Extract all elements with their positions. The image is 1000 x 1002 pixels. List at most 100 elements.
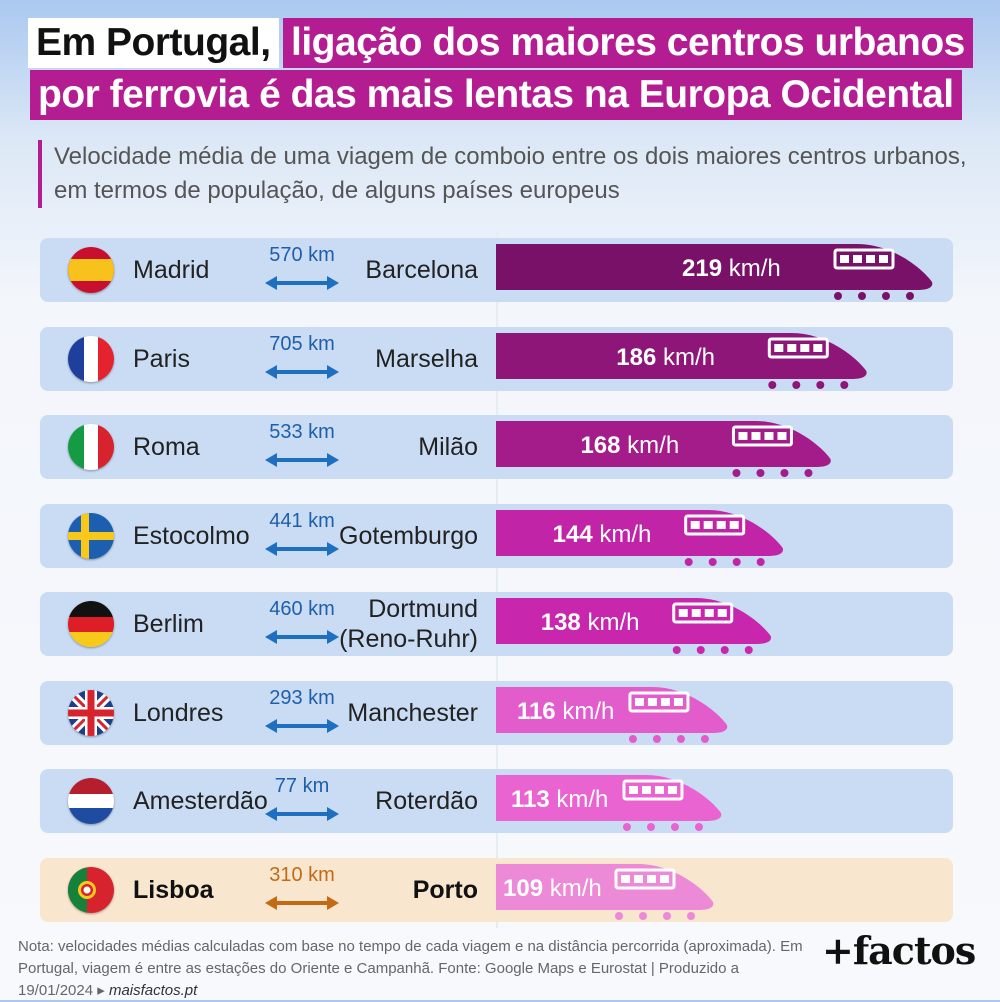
chart-row: Madrid 570 km Barcelona 219 km/h: [40, 238, 953, 302]
train-wheel: [663, 911, 672, 920]
train-window: [621, 874, 631, 883]
chart-row: Amesterdão 77 km Roterdão 113 km/h: [40, 769, 953, 833]
title-part-3: por ferrovia é das mais lentas na Europa…: [30, 70, 962, 120]
train-window: [716, 520, 726, 529]
distance-label: 460 km: [269, 598, 335, 620]
destination-city-line: Gotemburgo: [339, 521, 478, 550]
distance-label: 705 km: [269, 332, 335, 355]
train-wheel: [670, 823, 679, 831]
train-wheel: [646, 823, 655, 831]
train-window: [840, 255, 849, 263]
train-window: [647, 697, 657, 706]
train-wheel: [756, 557, 765, 566]
distance-label: 533 km: [269, 421, 335, 443]
train-window: [660, 697, 670, 706]
train-wheel: [882, 292, 890, 300]
train-wheel: [639, 911, 648, 920]
train-window: [738, 432, 748, 440]
chart-row: Lisboa 310 km Porto 109 km/h: [40, 857, 953, 922]
train-window-frame: [731, 425, 793, 447]
double-arrow-icon: [265, 807, 339, 821]
footnote-text: Nota: velocidades médias calculadas com …: [18, 938, 803, 999]
brand-logo: +factos: [822, 928, 976, 973]
train-body: [496, 244, 933, 290]
speed-bar: 219 km/h: [496, 244, 933, 300]
footnote: Nota: velocidades médias calculadas com …: [18, 936, 818, 1002]
destination-city-line: (Reno-Ruhr): [339, 625, 478, 653]
origin-city: Amesterdão: [133, 787, 268, 815]
destination-city-line: Roterdão: [375, 787, 478, 815]
train-window: [704, 609, 714, 617]
train-body: [496, 775, 722, 821]
train-window: [777, 432, 787, 440]
train-wheel: [628, 734, 637, 743]
speed-bar: 168 km/h: [496, 421, 831, 477]
train-wheel: [744, 646, 753, 654]
train-wheel: [652, 734, 661, 743]
train-wheel: [694, 823, 703, 831]
destination-city: Barcelona: [365, 238, 478, 302]
train-window: [800, 343, 810, 352]
train-window: [787, 343, 797, 352]
speed-value-label: 219 km/h: [682, 255, 781, 282]
speed-value-label: 116 km/h: [517, 698, 614, 725]
destination-city: Porto: [413, 858, 478, 922]
destination-city-line: Dortmund: [368, 595, 478, 623]
speed-bar: 113 km/h: [496, 775, 722, 831]
train-window: [654, 786, 664, 794]
train-window: [673, 697, 683, 706]
origin-city: Estocolmo: [133, 521, 250, 550]
train-window: [634, 874, 644, 883]
train-wheel: [858, 292, 866, 300]
speed-value-label: 109 km/h: [503, 875, 602, 902]
double-arrow-icon: [265, 276, 339, 290]
bar-baseline: [496, 232, 498, 928]
train-window: [879, 255, 888, 263]
destination-city: Roterdão: [375, 769, 478, 833]
destination-city-line: Porto: [412, 875, 478, 904]
train-window-frame: [614, 868, 676, 889]
origin-city: Berlim: [133, 610, 204, 638]
title-part-1: Em Portugal,: [28, 18, 279, 68]
origin-city: Lisboa: [133, 875, 214, 904]
france-flag-icon: [68, 335, 114, 382]
train-window: [634, 697, 644, 706]
train-wheel: [816, 380, 825, 389]
speed-value-label: 144 km/h: [553, 521, 652, 548]
double-arrow-icon: [265, 541, 339, 556]
train-wheel: [780, 469, 789, 477]
train-wheel: [834, 292, 842, 300]
destination-city-line: Manchester: [347, 698, 478, 727]
double-arrow-icon: [265, 630, 339, 644]
speed-bar: 138 km/h: [496, 598, 772, 654]
train-window: [729, 520, 739, 529]
train-wheel: [687, 911, 696, 920]
title-part-2: ligação dos maiores centros urbanos: [283, 18, 973, 68]
chart-row: Roma 533 km Milão 168 km/h: [40, 415, 953, 479]
train-wheel: [700, 734, 709, 743]
train-window: [764, 432, 774, 440]
destination-city: Milão: [418, 415, 478, 479]
train-wheel: [732, 557, 741, 566]
origin-city: Madrid: [133, 256, 210, 284]
train-window: [866, 255, 875, 263]
train-wheel: [804, 469, 813, 477]
chart-row: Estocolmo 441 km Gotemburgo 144 km/h: [40, 503, 953, 568]
speed-bar: 109 km/h: [496, 863, 714, 920]
speed-value-label: 113 km/h: [511, 786, 608, 813]
train-window-frame: [628, 691, 690, 712]
train-body: [496, 332, 867, 379]
train-wheel: [906, 292, 914, 300]
train-window: [691, 609, 701, 617]
train-window: [703, 520, 713, 529]
origin-city: Paris: [133, 344, 190, 373]
train-wheel: [676, 734, 685, 743]
source-site[interactable]: maisfactos.pt: [108, 982, 198, 999]
double-arrow-icon: [265, 895, 339, 910]
train-window: [853, 255, 862, 263]
train-window: [813, 343, 823, 352]
train-wheel: [840, 380, 849, 389]
train-window: [660, 874, 670, 883]
origin-city: Roma: [133, 433, 200, 461]
train-window-frame: [833, 248, 895, 270]
